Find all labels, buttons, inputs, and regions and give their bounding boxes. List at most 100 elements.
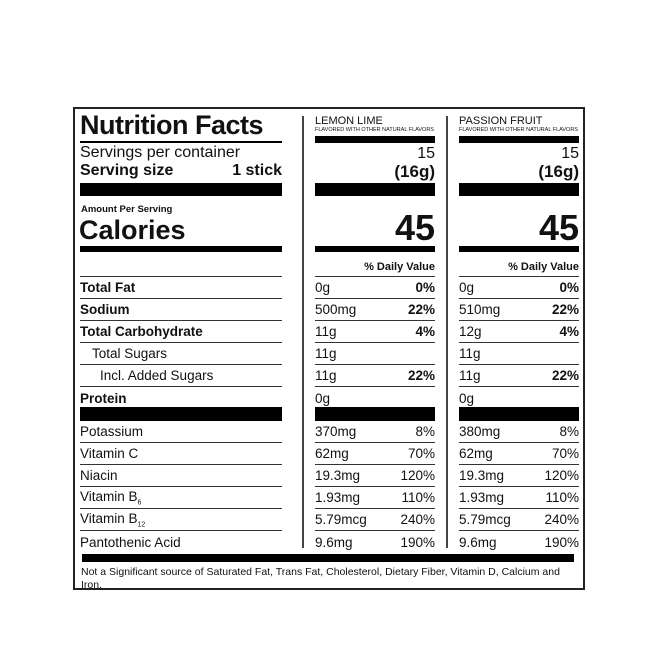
vitamin-value-row: 62mg 70% (459, 443, 579, 465)
medium-bar (459, 246, 579, 252)
amount: 0g (315, 280, 331, 295)
amount: 11g (315, 324, 337, 339)
percent-daily-value: 110% (545, 490, 579, 505)
amount-per-serving: Amount Per Serving (81, 204, 173, 215)
vitamin-row: Vitamin B12 (80, 509, 282, 531)
amount: 19.3mg (315, 468, 361, 483)
nutrient-value-row: 11g (315, 343, 435, 365)
amount: 12g (459, 324, 482, 339)
vitamin-value-row: 370mg 8% (315, 421, 435, 443)
thick-bar (80, 183, 282, 196)
amount: 11g (315, 346, 337, 361)
percent-daily-value: 240% (400, 512, 435, 527)
nutrient-row: Sodium (80, 299, 282, 321)
vitamin-row: Vitamin C (80, 443, 282, 465)
vitamin-value-row: 1.93mg 110% (315, 487, 435, 509)
nutrient-row: Protein (80, 387, 282, 409)
nutrient-row: Total Carbohydrate (80, 321, 282, 343)
thick-bar (315, 183, 435, 196)
calories-label: Calories (79, 215, 186, 245)
medium-bar (80, 246, 282, 252)
nutrient-label: Total Fat (80, 280, 136, 295)
nutrient-value-row: 12g 4% (459, 321, 579, 343)
medium-bar (315, 246, 435, 252)
nutrient-label: Protein (80, 390, 127, 406)
nutrient-label: Total Carbohydrate (80, 324, 203, 339)
vitamin-value-row: 5.79mcg 240% (459, 509, 579, 531)
nutrient-value-row: 510mg 22% (459, 299, 579, 321)
nutrient-value-row: 500mg 22% (315, 299, 435, 321)
nutrient-value-row: 0g (315, 387, 435, 409)
vitamin-value-row: 1.93mg 110% (459, 487, 579, 509)
percent-daily-value: 190% (400, 534, 435, 550)
amount: 62mg (459, 446, 493, 461)
amount: 0g (459, 280, 475, 295)
servings-label: Servings per container (80, 144, 241, 161)
amount: 11g (459, 368, 481, 383)
label-title: Nutrition Facts (80, 110, 264, 140)
calories-value: 45 (394, 207, 435, 248)
divider (459, 276, 579, 277)
calories-value: 45 (538, 207, 579, 248)
divider (315, 276, 435, 277)
percent-daily-value: 22% (407, 302, 435, 317)
servings-value: 15 (561, 145, 579, 162)
nutrient-value-row: 0g 0% (459, 277, 579, 299)
vitamin-label: Pantothenic Acid (80, 534, 181, 550)
nutrient-value-row: 11g 22% (459, 365, 579, 387)
thick-bar (459, 407, 579, 421)
vitamin-label: Vitamin B6 (80, 488, 142, 507)
nutrient-row: Total Fat (80, 277, 282, 299)
vitamin-label: Niacin (80, 468, 118, 483)
percent-daily-value: 0% (559, 280, 579, 295)
divider (80, 276, 282, 277)
nutrient-value-row: 11g 4% (315, 321, 435, 343)
flavor-note: FLAVORED WITH OTHER NATURAL FLAVORS (315, 127, 434, 133)
amount: 9.6mg (315, 534, 353, 550)
vitamin-label: Vitamin B12 (80, 510, 146, 529)
footnote: Not a Significant source of Saturated Fa… (81, 566, 560, 591)
vitamin-value-row: 62mg 70% (315, 443, 435, 465)
amount: 5.79mcg (459, 512, 511, 527)
serving-size-value: 1 stick (232, 162, 282, 179)
percent-daily-value: 22% (407, 368, 435, 383)
nutrient-label: Incl. Added Sugars (100, 368, 214, 383)
nutrient-value-row: 11g 22% (315, 365, 435, 387)
amount: 0g (459, 390, 475, 406)
bar (459, 136, 579, 143)
vitamin-row: Potassium (80, 421, 282, 443)
percent-daily-value: 22% (551, 368, 579, 383)
amount: 11g (315, 368, 337, 383)
vitamin-value-row: 9.6mg 190% (459, 531, 579, 553)
amount: 1.93mg (315, 490, 361, 505)
daily-value-header: % Daily Value (508, 261, 579, 273)
flavor-name: PASSION FRUIT (459, 115, 543, 127)
percent-daily-value: 8% (559, 424, 579, 439)
nutrient-label: Total Sugars (92, 346, 168, 361)
percent-daily-value: 4% (559, 324, 579, 339)
amount: 19.3mg (459, 468, 505, 483)
thick-bar (315, 407, 435, 421)
nutrient-row: Incl. Added Sugars (80, 365, 282, 387)
vitamin-label: Vitamin C (80, 446, 139, 461)
thick-bar (82, 554, 574, 562)
percent-daily-value: 240% (544, 512, 579, 527)
vitamin-row: Vitamin B6 (80, 487, 282, 509)
vitamin-value-row: 9.6mg 190% (315, 531, 435, 553)
percent-daily-value: 8% (415, 424, 435, 439)
nutrient-label: Sodium (80, 302, 130, 317)
percent-daily-value: 22% (551, 302, 579, 317)
vitamin-value-row: 380mg 8% (459, 421, 579, 443)
nutrient-value-row: 0g 0% (315, 277, 435, 299)
vitamin-row: Niacin (80, 465, 282, 487)
nutrient-value-row: 11g (459, 343, 579, 365)
percent-daily-value: 110% (401, 490, 435, 505)
amount: 11g (459, 346, 481, 361)
flavor-name: LEMON LIME (315, 115, 383, 127)
amount: 510mg (459, 302, 501, 317)
nutrient-value-row: 0g (459, 387, 579, 409)
amount: 9.6mg (459, 534, 497, 550)
amount: 380mg (459, 424, 501, 439)
amount: 1.93mg (459, 490, 505, 505)
bar (315, 136, 435, 143)
